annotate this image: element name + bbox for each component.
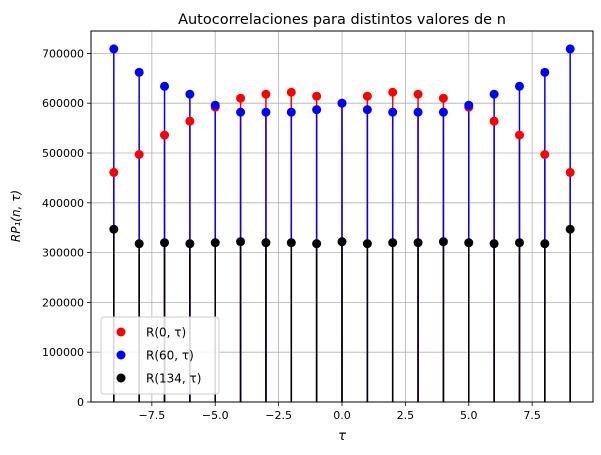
- y-axis-label: RP₁(n, τ): [9, 190, 23, 242]
- data-point: [109, 224, 119, 234]
- y-tick-label: 400000: [42, 197, 84, 210]
- x-axis-label: τ: [338, 429, 346, 444]
- data-point: [438, 93, 448, 103]
- x-tick-label: −7.5: [138, 409, 165, 422]
- data-point: [261, 107, 271, 117]
- data-point: [210, 100, 220, 110]
- data-point: [210, 238, 220, 248]
- data-point: [134, 67, 144, 77]
- legend-marker: [116, 327, 126, 337]
- data-point: [160, 130, 170, 140]
- data-point: [540, 150, 550, 160]
- data-point: [413, 107, 423, 117]
- data-point: [362, 91, 372, 101]
- y-tick-label: 100000: [42, 346, 84, 359]
- x-tick-label: 0.0: [333, 409, 351, 422]
- legend-label: R(0, τ): [146, 326, 186, 340]
- x-tick-label: −5.0: [202, 409, 229, 422]
- data-point: [413, 238, 423, 248]
- data-point: [109, 167, 119, 177]
- data-point: [362, 105, 372, 115]
- x-tick-label: 7.5: [523, 409, 541, 422]
- y-tick-label: 500000: [42, 147, 84, 160]
- data-point: [312, 91, 322, 101]
- x-tick-label: 5.0: [460, 409, 478, 422]
- data-point: [464, 238, 474, 248]
- data-point: [489, 89, 499, 99]
- y-tick-label: 200000: [42, 296, 84, 309]
- data-point: [236, 93, 246, 103]
- data-point: [236, 237, 246, 247]
- data-point: [337, 237, 347, 247]
- y-tick-label: 700000: [42, 47, 84, 60]
- data-point: [514, 238, 524, 248]
- data-point: [160, 238, 170, 248]
- x-tick-label: −2.5: [265, 409, 292, 422]
- data-point: [134, 239, 144, 249]
- data-point: [134, 150, 144, 160]
- legend-label: R(60, τ): [146, 349, 194, 363]
- data-point: [286, 238, 296, 248]
- chart-title: Autocorrelaciones para distintos valores…: [178, 12, 506, 28]
- data-point: [312, 239, 322, 249]
- data-point: [565, 224, 575, 234]
- y-tick-label: 600000: [42, 97, 84, 110]
- legend-marker: [116, 350, 126, 360]
- data-point: [109, 44, 119, 54]
- data-point: [185, 116, 195, 126]
- markers: [109, 44, 575, 249]
- data-point: [565, 167, 575, 177]
- legend-label: R(134, τ): [146, 372, 201, 386]
- data-point: [489, 239, 499, 249]
- data-point: [388, 107, 398, 117]
- data-point: [286, 107, 296, 117]
- data-point: [261, 89, 271, 99]
- data-point: [185, 89, 195, 99]
- data-point: [362, 239, 372, 249]
- data-point: [438, 107, 448, 117]
- data-point: [438, 237, 448, 247]
- data-point: [236, 107, 246, 117]
- data-point: [337, 98, 347, 108]
- data-point: [312, 105, 322, 115]
- data-point: [388, 87, 398, 97]
- data-point: [540, 67, 550, 77]
- y-tick-label: 300000: [42, 247, 84, 260]
- data-point: [514, 81, 524, 91]
- data-point: [489, 116, 499, 126]
- data-point: [565, 44, 575, 54]
- data-point: [413, 89, 423, 99]
- data-point: [261, 238, 271, 248]
- data-point: [160, 81, 170, 91]
- legend-marker: [116, 373, 126, 383]
- legend: R(0, τ) R(60, τ) R(134, τ): [100, 316, 220, 395]
- data-point: [388, 238, 398, 248]
- data-point: [286, 87, 296, 97]
- data-point: [514, 130, 524, 140]
- axis-ticks: −7.5 −5.0 −2.5 0.0 2.5 5.0 7.5 0 100000 200000 300…: [42, 47, 541, 422]
- x-tick-label: 2.5: [397, 409, 415, 422]
- data-point: [540, 239, 550, 249]
- data-point: [185, 239, 195, 249]
- y-tick-label: 0: [77, 396, 84, 409]
- legend-box: [100, 316, 220, 395]
- data-point: [464, 100, 474, 110]
